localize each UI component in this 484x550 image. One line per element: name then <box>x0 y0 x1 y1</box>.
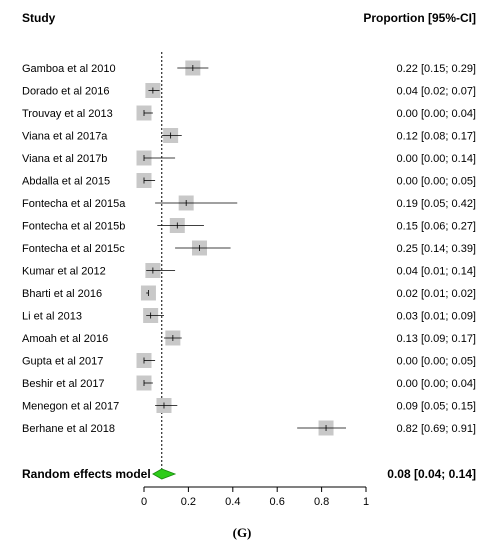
study-row: Bharti et al 2016 0.02 [0.01; 0.02] <box>22 285 476 301</box>
study-proportion-value: 0.19 [0.05; 0.42] <box>396 198 476 210</box>
study-row: Viana et al 2017b 0.00 [0.00; 0.14] <box>22 150 476 166</box>
study-label: Gamboa et al 2010 <box>22 63 116 75</box>
study-label: Viana et al 2017a <box>22 131 108 143</box>
study-label: Li et al 2013 <box>22 311 82 323</box>
study-proportion-value: 0.00 [0.00; 0.04] <box>396 378 476 390</box>
study-proportion-value: 0.04 [0.02; 0.07] <box>396 86 476 98</box>
x-axis-tick-label: 1 <box>363 496 369 508</box>
study-row: Abdalla et al 2015 0.00 [0.00; 0.05] <box>22 173 476 188</box>
study-row: Fontecha et al 2015b 0.15 [0.06; 0.27] <box>22 218 476 233</box>
panel-label: (G) <box>233 525 252 540</box>
study-proportion-value: 0.09 [0.05; 0.15] <box>396 401 476 413</box>
study-proportion-value: 0.03 [0.01; 0.09] <box>396 311 476 323</box>
study-row: Li et al 2013 0.03 [0.01; 0.09] <box>22 308 476 323</box>
summary-diamond <box>152 468 177 480</box>
study-proportion-value: 0.04 [0.01; 0.14] <box>396 266 476 278</box>
study-row: Gamboa et al 2010 0.22 [0.15; 0.29] <box>22 60 476 76</box>
summary-label: Random effects model <box>22 467 151 481</box>
study-label: Trouvay et al 2013 <box>22 108 113 120</box>
study-label: Fontecha et al 2015a <box>22 198 126 210</box>
study-proportion-value: 0.00 [0.00; 0.14] <box>396 153 476 165</box>
study-proportion-value: 0.25 [0.14; 0.39] <box>396 243 476 255</box>
study-row: Viana et al 2017a 0.12 [0.08; 0.17] <box>22 128 476 143</box>
study-proportion-value: 0.00 [0.00; 0.04] <box>396 108 476 120</box>
summary-row: Random effects model 0.08 [0.04; 0.14] <box>22 467 476 481</box>
study-row: Berhane et al 2018 0.82 [0.69; 0.91] <box>22 420 476 436</box>
study-row: Kumar et al 2012 0.04 [0.01; 0.14] <box>22 263 476 278</box>
summary-proportion-value: 0.08 [0.04; 0.14] <box>387 467 476 481</box>
study-row: Beshir et al 2017 0.00 [0.00; 0.04] <box>22 375 476 391</box>
study-label: Bharti et al 2016 <box>22 288 102 300</box>
study-proportion-value: 0.02 [0.01; 0.02] <box>396 288 476 300</box>
study-label: Menegon et al 2017 <box>22 401 119 413</box>
study-row: Gupta et al 2017 0.00 [0.00; 0.05] <box>22 353 476 368</box>
study-row: Dorado et al 2016 0.04 [0.02; 0.07] <box>22 83 476 98</box>
study-label: Kumar et al 2012 <box>22 266 106 278</box>
study-proportion-value: 0.13 [0.09; 0.17] <box>396 333 476 345</box>
study-row: Menegon et al 2017 0.09 [0.05; 0.15] <box>22 398 476 413</box>
x-axis-tick-label: 0 <box>141 496 147 508</box>
study-row: Fontecha et al 2015c 0.25 [0.14; 0.39] <box>22 240 476 256</box>
study-proportion-value: 0.00 [0.00; 0.05] <box>396 356 476 368</box>
study-label: Fontecha et al 2015b <box>22 221 125 233</box>
x-axis-tick-label: 0.8 <box>314 496 329 508</box>
study-label: Beshir et al 2017 <box>22 378 105 390</box>
study-proportion-value: 0.22 [0.15; 0.29] <box>396 63 476 75</box>
study-proportion-value: 0.15 [0.06; 0.27] <box>396 221 476 233</box>
x-axis-tick-label: 0.4 <box>225 496 240 508</box>
proportion-column-header: Proportion [95%-CI] <box>363 11 476 25</box>
x-axis-tick-label: 0.2 <box>181 496 196 508</box>
study-row: Trouvay et al 2013 0.00 [0.00; 0.04] <box>22 105 476 121</box>
study-row: Amoah et al 2016 0.13 [0.09; 0.17] <box>22 330 476 346</box>
study-row: Fontecha et al 2015a 0.19 [0.05; 0.42] <box>22 195 476 211</box>
study-rows: Gamboa et al 2010 0.22 [0.15; 0.29] Dorado… <box>22 52 476 481</box>
study-proportion-value: 0.12 [0.08; 0.17] <box>396 131 476 143</box>
study-label: Gupta et al 2017 <box>22 356 103 368</box>
study-label: Berhane et al 2018 <box>22 423 115 435</box>
study-proportion-value: 0.00 [0.00; 0.05] <box>396 176 476 188</box>
study-label: Dorado et al 2016 <box>22 86 109 98</box>
study-proportion-value: 0.82 [0.69; 0.91] <box>396 423 476 435</box>
study-column-header: Study <box>22 11 56 25</box>
x-axis-tick-label: 0.6 <box>270 496 285 508</box>
x-axis: 0 0.2 0.4 0.6 0.8 1 <box>141 486 369 508</box>
study-label: Viana et al 2017b <box>22 153 107 165</box>
study-label: Amoah et al 2016 <box>22 333 108 345</box>
study-label: Abdalla et al 2015 <box>22 176 110 188</box>
study-label: Fontecha et al 2015c <box>22 243 125 255</box>
